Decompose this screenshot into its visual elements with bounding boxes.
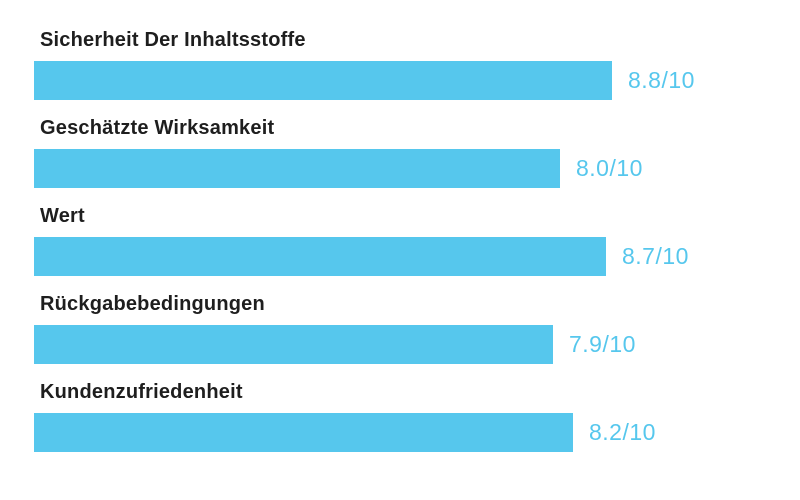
rating-label: Rückgabebedingungen	[40, 293, 265, 315]
rating-value: 8.0/10	[576, 155, 643, 181]
rating-bar	[34, 149, 560, 188]
rating-label: Wert	[40, 205, 85, 227]
rating-bar	[34, 237, 606, 276]
rating-bar-line: 8.2/10	[34, 413, 800, 452]
rating-bar-line: 8.7/10	[34, 237, 800, 276]
rating-row: Geschätzte Wirksamkeit 8.0/10	[34, 118, 800, 188]
rating-value: 8.8/10	[628, 67, 695, 93]
rating-row: Sicherheit Der Inhaltsstoffe 8.8/10	[34, 30, 800, 100]
rating-bar-line: 7.9/10	[34, 325, 800, 364]
rating-value: 7.9/10	[569, 331, 636, 357]
rating-bar-line: 8.0/10	[34, 149, 800, 188]
rating-value: 8.2/10	[589, 419, 656, 445]
rating-label: Sicherheit Der Inhaltsstoffe	[40, 29, 306, 51]
rating-row: Wert 8.7/10	[34, 206, 800, 276]
rating-label: Kundenzufriedenheit	[40, 381, 243, 403]
rating-bar	[34, 413, 573, 452]
rating-bar	[34, 325, 553, 364]
rating-bar-line: 8.8/10	[34, 61, 800, 100]
rating-bar	[34, 61, 612, 100]
rating-label: Geschätzte Wirksamkeit	[40, 117, 275, 139]
rating-row: Kundenzufriedenheit 8.2/10	[34, 382, 800, 452]
rating-value: 8.7/10	[622, 243, 689, 269]
rating-row: Rückgabebedingungen 7.9/10	[34, 294, 800, 364]
